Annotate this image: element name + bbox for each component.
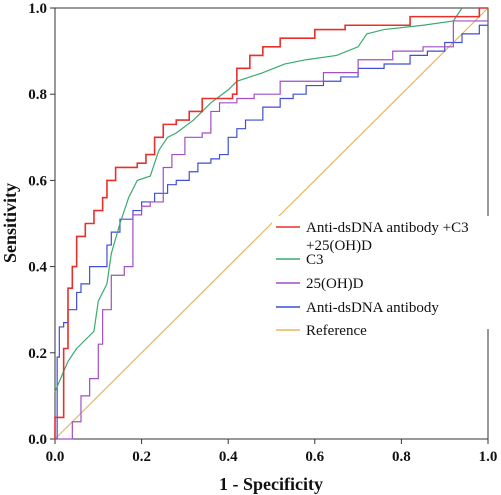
series-line: [55, 20, 488, 440]
y-tick-label: 1.0: [28, 1, 47, 17]
legend-label: Anti-dsDNA antibody +C3: [306, 220, 469, 236]
x-tick-label: 0.8: [392, 449, 411, 465]
legend: Anti-dsDNA antibody +C3 +25(OH)DC3 25(OH)D…: [272, 216, 497, 339]
series-line: [54, 7, 489, 440]
legend-box: [272, 216, 497, 329]
series-line: [55, 24, 488, 440]
series-layer: [54, 7, 489, 440]
y-tick-label: 0.6: [28, 173, 47, 189]
x-tick-label: 1.0: [479, 449, 498, 465]
x-axis-title: 1 - Specificity: [219, 474, 323, 494]
y-axis-title: Sensitivity: [0, 183, 20, 263]
legend-label: +25(OH)D: [306, 238, 372, 254]
y-tick-label: 0.4: [28, 260, 47, 276]
x-tick-label: 0.2: [132, 449, 151, 465]
legend-label: 25(OH)D: [306, 276, 364, 292]
y-tick-label: 0.8: [28, 87, 47, 103]
series-line: [54, 7, 488, 439]
x-tick-label: 0.6: [305, 449, 324, 465]
y-tick-label: 0.2: [28, 346, 47, 362]
y-tick-label: 0.0: [28, 432, 47, 448]
legend-label: Reference: [306, 323, 367, 339]
x-tick-label: 0.0: [46, 449, 65, 465]
legend-label: Anti-dsDNA antibody: [306, 300, 439, 316]
axis-ticks: 0.0 0.2 0.4 0.6 0.8 1.0 0.0 0.2 0.4 0.6 0.8 1.0: [28, 1, 497, 465]
legend-label: C3: [306, 252, 324, 268]
series-line: [54, 7, 463, 392]
x-tick-label: 0.4: [219, 449, 238, 465]
